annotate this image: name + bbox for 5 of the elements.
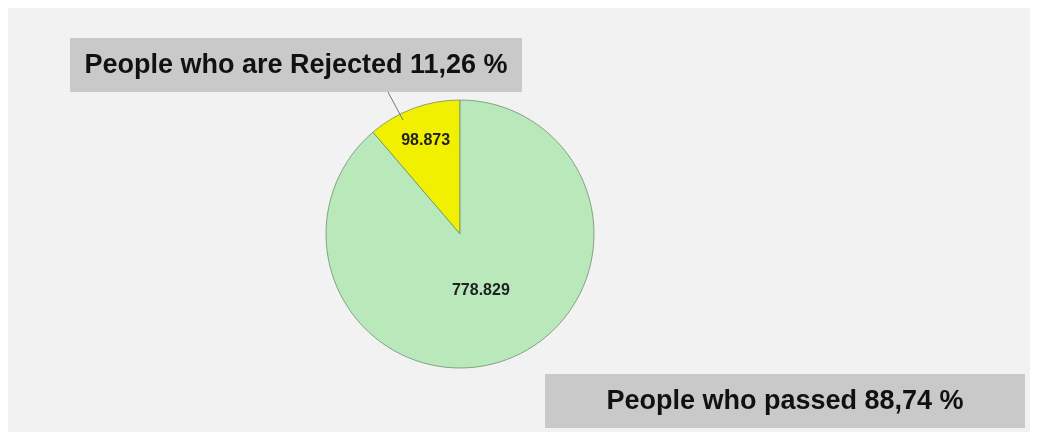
slice-label: People who passed 88,74 % (606, 385, 964, 416)
data-label: 98.873 (401, 131, 451, 149)
data-label: 778.829 (451, 280, 510, 298)
slice-label: People who are Rejected 11,26 % (84, 49, 508, 80)
pie-slice (325, 99, 595, 369)
